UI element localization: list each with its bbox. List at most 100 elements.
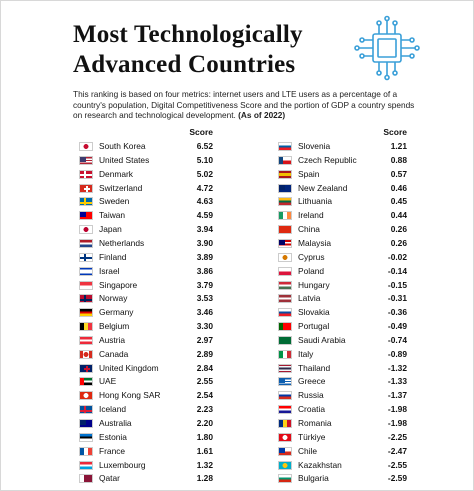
score-header: Score bbox=[383, 127, 407, 137]
country-name: Spain bbox=[298, 168, 320, 179]
country-name: Finland bbox=[99, 251, 127, 262]
flag-icon bbox=[79, 280, 93, 290]
score-value: 0.57 bbox=[390, 168, 407, 179]
table-row: Kazakhstan -2.55 bbox=[278, 459, 407, 472]
flag-icon bbox=[79, 252, 93, 262]
score-value: 3.86 bbox=[196, 265, 213, 276]
table-row: United Kingdom 2.84 bbox=[79, 362, 213, 375]
score-value: 0.44 bbox=[390, 210, 407, 221]
table-row: Switzerland 4.72 bbox=[79, 182, 213, 195]
country-name: Slovakia bbox=[298, 307, 330, 318]
score-value: 1.21 bbox=[390, 141, 407, 151]
table-row: Australia 2.20 bbox=[79, 417, 213, 430]
table-row: Norway 3.53 bbox=[79, 292, 213, 305]
flag-icon bbox=[79, 349, 93, 359]
score-value: -2.55 bbox=[387, 459, 407, 470]
country-name: Slovenia bbox=[298, 141, 331, 151]
score-value: -1.98 bbox=[387, 418, 407, 428]
score-value: -0.49 bbox=[387, 321, 407, 332]
score-value: -2.47 bbox=[387, 445, 407, 456]
table-row: Israel 3.86 bbox=[79, 265, 213, 278]
score-value: 2.89 bbox=[196, 348, 213, 359]
country-name: New Zealand bbox=[298, 182, 348, 193]
flag-icon bbox=[79, 197, 93, 207]
country-name: Hong Kong SAR bbox=[99, 390, 161, 401]
country-name: Estonia bbox=[99, 431, 127, 442]
flag-icon bbox=[278, 238, 292, 248]
score-value: 3.79 bbox=[196, 279, 213, 290]
table-row: Malaysia 0.26 bbox=[278, 237, 407, 250]
table-row: Croatia -1.98 bbox=[278, 403, 407, 416]
country-name: France bbox=[99, 445, 126, 456]
country-name: Australia bbox=[99, 418, 132, 428]
flag-icon bbox=[278, 432, 292, 442]
chip-icon bbox=[354, 15, 420, 81]
country-name: Russia bbox=[298, 390, 324, 401]
country-name: Kazakhstan bbox=[298, 459, 342, 470]
table-row: Singapore 3.79 bbox=[79, 279, 213, 292]
score-value: 2.54 bbox=[196, 390, 213, 401]
score-value: -0.89 bbox=[387, 348, 407, 359]
country-name: Chile bbox=[298, 445, 318, 456]
flag-icon bbox=[79, 183, 93, 193]
score-value: 3.30 bbox=[196, 321, 213, 332]
score-value: 3.94 bbox=[196, 224, 213, 235]
score-value: -2.59 bbox=[387, 473, 407, 484]
country-name: Switzerland bbox=[99, 182, 143, 193]
country-name: Netherlands bbox=[99, 237, 145, 248]
country-name: South Korea bbox=[99, 141, 146, 151]
table-row: Romania -1.98 bbox=[278, 417, 407, 430]
score-value: 0.88 bbox=[390, 154, 407, 165]
table-row: Austria 2.97 bbox=[79, 334, 213, 347]
flag-icon bbox=[79, 446, 93, 456]
flag-icon bbox=[79, 460, 93, 470]
score-header: Score bbox=[189, 127, 213, 137]
score-value: 3.89 bbox=[196, 251, 213, 262]
flag-icon bbox=[79, 391, 93, 401]
table-row: Belgium 3.30 bbox=[79, 320, 213, 333]
flag-icon bbox=[278, 169, 292, 179]
score-value: 0.46 bbox=[390, 182, 407, 193]
table-row: New Zealand 0.46 bbox=[278, 182, 407, 195]
table-row: Iceland 2.23 bbox=[79, 403, 213, 416]
table-row: Thailand -1.32 bbox=[278, 362, 407, 375]
flag-icon bbox=[278, 405, 292, 415]
table-row: Chile -2.47 bbox=[278, 445, 407, 458]
table-row: Netherlands 3.90 bbox=[79, 237, 213, 250]
flag-icon bbox=[79, 169, 93, 179]
flag-icon bbox=[79, 211, 93, 221]
flag-icon bbox=[79, 322, 93, 332]
score-value: -0.14 bbox=[387, 265, 407, 276]
table-row: Cyprus -0.02 bbox=[278, 251, 407, 264]
country-name: Saudi Arabia bbox=[298, 334, 346, 345]
table-row: Saudi Arabia -0.74 bbox=[278, 334, 407, 347]
country-name: Canada bbox=[99, 348, 129, 359]
table-row: France 1.61 bbox=[79, 445, 213, 458]
flag-icon bbox=[278, 142, 292, 151]
flag-icon bbox=[79, 335, 93, 345]
table-row: Taiwan 4.59 bbox=[79, 209, 213, 222]
score-value: -1.32 bbox=[387, 362, 407, 373]
country-name: Portugal bbox=[298, 321, 330, 332]
country-name: Türkiye bbox=[298, 431, 326, 442]
table-row: UAE 2.55 bbox=[79, 375, 213, 388]
flag-icon bbox=[278, 460, 292, 470]
country-name: Poland bbox=[298, 265, 325, 276]
flag-icon bbox=[278, 335, 292, 345]
country-name: Cyprus bbox=[298, 251, 325, 262]
flag-icon bbox=[278, 252, 292, 262]
table-row: Hong Kong SAR 2.54 bbox=[79, 389, 213, 402]
country-name: Qatar bbox=[99, 473, 120, 484]
table-row: Spain 0.57 bbox=[278, 168, 407, 181]
table-row: Slovenia 1.21 bbox=[278, 140, 407, 153]
flag-icon bbox=[79, 266, 93, 276]
flag-icon bbox=[79, 377, 93, 387]
table-row: Germany 3.46 bbox=[79, 306, 213, 319]
flag-icon bbox=[79, 294, 93, 304]
country-name: Iceland bbox=[99, 404, 127, 415]
score-value: 3.46 bbox=[196, 307, 213, 318]
country-name: United States bbox=[99, 154, 150, 165]
table-row: Ireland 0.44 bbox=[278, 209, 407, 222]
score-value: -0.15 bbox=[387, 279, 407, 290]
